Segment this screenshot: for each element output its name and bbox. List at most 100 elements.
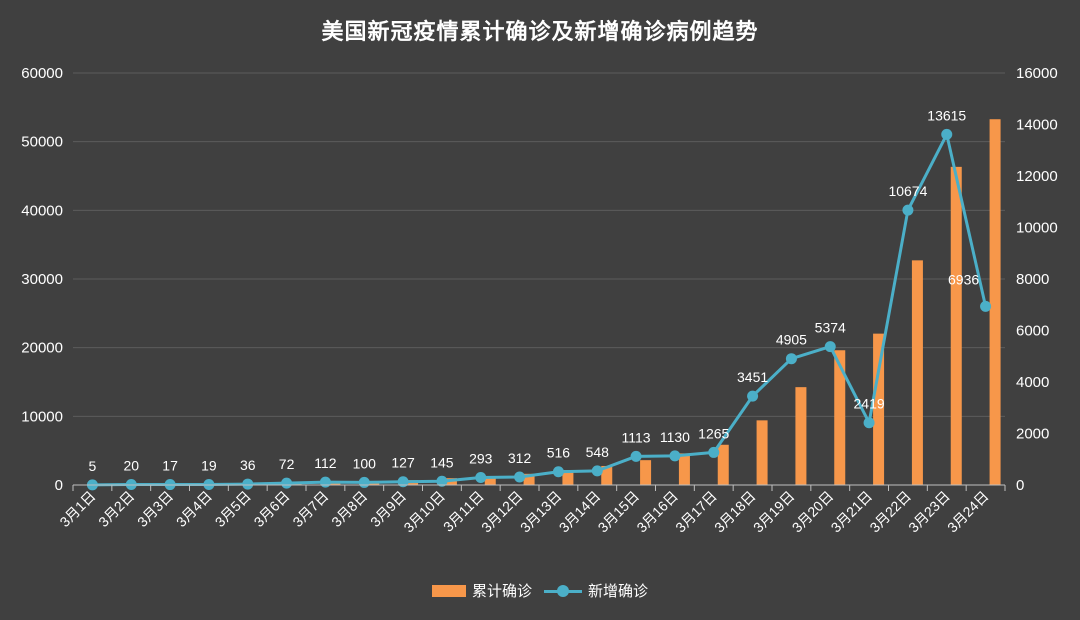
data-label: 5374 bbox=[815, 320, 846, 336]
y-left-tick-label: 20000 bbox=[21, 340, 63, 357]
bar bbox=[562, 470, 574, 485]
line-point bbox=[669, 450, 681, 462]
line-point bbox=[630, 450, 642, 462]
x-tick-label: 3月17日 bbox=[672, 488, 720, 536]
data-label: 3451 bbox=[737, 369, 768, 385]
y-left-tick-label: 30000 bbox=[21, 271, 63, 288]
bar bbox=[911, 260, 923, 485]
x-tick-label: 3月2日 bbox=[95, 488, 137, 530]
x-tick-label: 3月15日 bbox=[595, 488, 643, 536]
data-label: 127 bbox=[391, 455, 415, 471]
line-point bbox=[785, 353, 797, 365]
y-right-tick-label: 2000 bbox=[1016, 426, 1049, 443]
x-tick-label: 3月21日 bbox=[828, 488, 876, 536]
line-point bbox=[902, 204, 914, 216]
line-point bbox=[863, 417, 875, 429]
data-label: 20 bbox=[123, 457, 139, 473]
line-point bbox=[747, 390, 759, 402]
line-point bbox=[591, 465, 603, 477]
y-right-tick-label: 6000 bbox=[1016, 323, 1049, 340]
x-tick-label: 3月6日 bbox=[251, 488, 293, 530]
x-tick-label: 3月19日 bbox=[750, 488, 798, 536]
bar bbox=[873, 333, 885, 485]
line-point bbox=[242, 478, 254, 490]
line-point bbox=[281, 477, 293, 489]
data-label: 72 bbox=[279, 456, 295, 472]
data-label: 516 bbox=[547, 445, 571, 461]
data-label: 1130 bbox=[660, 429, 690, 445]
bar bbox=[756, 420, 768, 485]
legend-item-cumulative[interactable]: 累计确诊 bbox=[431, 580, 532, 601]
bar bbox=[989, 119, 1001, 485]
y-right-tick-label: 10000 bbox=[1016, 220, 1058, 237]
data-label: 145 bbox=[430, 454, 454, 470]
line-point bbox=[125, 478, 137, 490]
line-point bbox=[397, 476, 409, 488]
line-point bbox=[319, 476, 331, 488]
y-right-tick-label: 0 bbox=[1016, 477, 1024, 494]
x-tick-label: 3月5日 bbox=[212, 488, 254, 530]
data-label: 100 bbox=[353, 455, 377, 471]
line-point bbox=[358, 476, 370, 488]
legend-label-new: 新增确诊 bbox=[588, 582, 649, 600]
y-left-tick-label: 60000 bbox=[21, 65, 63, 82]
data-label: 13615 bbox=[927, 107, 966, 123]
line-series bbox=[92, 132, 988, 487]
line-point bbox=[708, 446, 720, 458]
line-point bbox=[980, 300, 992, 312]
x-tick-label: 3月8日 bbox=[328, 488, 370, 530]
x-tick-label: 3月1日 bbox=[56, 488, 98, 530]
x-tick-label: 3月16日 bbox=[633, 488, 681, 536]
legend-item-new[interactable]: 新增确诊 bbox=[544, 580, 648, 601]
x-tick-label: 3月14日 bbox=[556, 488, 604, 536]
data-label: 5 bbox=[89, 458, 97, 474]
bar bbox=[678, 453, 690, 485]
y-left-tick-label: 40000 bbox=[21, 202, 63, 219]
x-tick-label: 3月11日 bbox=[440, 488, 487, 535]
x-tick-label: 3月18日 bbox=[711, 488, 759, 536]
line-point bbox=[436, 475, 448, 487]
grid-layer bbox=[73, 72, 1005, 417]
line-point bbox=[552, 466, 564, 478]
line-point bbox=[514, 471, 526, 483]
y-right-tick-label: 8000 bbox=[1016, 271, 1049, 288]
data-label: 312 bbox=[508, 450, 532, 466]
bar bbox=[950, 166, 962, 485]
data-label: 17 bbox=[162, 458, 178, 474]
data-label: 2419 bbox=[854, 396, 885, 412]
line-layer: 5 20 17 19 36 72 112 100 127 145 293 312 516 548 1113 1… bbox=[86, 107, 992, 491]
y-left-tick-label: 10000 bbox=[21, 408, 63, 425]
x-tick-label: 3月13日 bbox=[517, 488, 565, 536]
bar bbox=[717, 444, 729, 485]
y-right-tick-label: 14000 bbox=[1016, 117, 1058, 134]
line-point bbox=[824, 341, 836, 353]
legend-label-cumulative: 累计确诊 bbox=[471, 582, 532, 600]
x-tick-label: 3月20日 bbox=[789, 488, 837, 536]
y-left-tick-label: 0 bbox=[55, 477, 63, 494]
bar bbox=[523, 473, 535, 485]
legend-line-swatch bbox=[544, 584, 582, 598]
bar bbox=[484, 476, 496, 485]
data-label: 548 bbox=[586, 444, 610, 460]
x-tick-label: 3月7日 bbox=[289, 488, 331, 530]
bar bbox=[601, 465, 613, 485]
x-tick-label: 3月23日 bbox=[905, 488, 953, 536]
bar bbox=[795, 387, 807, 485]
x-tick-label: 3月12日 bbox=[478, 488, 526, 536]
legend-bar-swatch bbox=[431, 584, 466, 597]
x-tick-label: 3月4日 bbox=[173, 488, 215, 530]
bar bbox=[640, 460, 652, 485]
bar-layer bbox=[96, 119, 1001, 485]
data-label: 10674 bbox=[888, 183, 927, 199]
line-point bbox=[475, 471, 487, 483]
data-label: 1113 bbox=[622, 429, 651, 445]
x-tick-label: 3月10日 bbox=[400, 488, 448, 536]
y-right-tick-label: 4000 bbox=[1016, 374, 1049, 391]
data-label: 4905 bbox=[776, 332, 807, 348]
data-label: 6936 bbox=[948, 271, 979, 287]
data-label: 293 bbox=[469, 450, 493, 466]
y-right-tick-label: 16000 bbox=[1016, 65, 1058, 82]
data-label: 1265 bbox=[698, 425, 729, 441]
legend: 累计确诊 新增确诊 bbox=[0, 580, 1080, 601]
